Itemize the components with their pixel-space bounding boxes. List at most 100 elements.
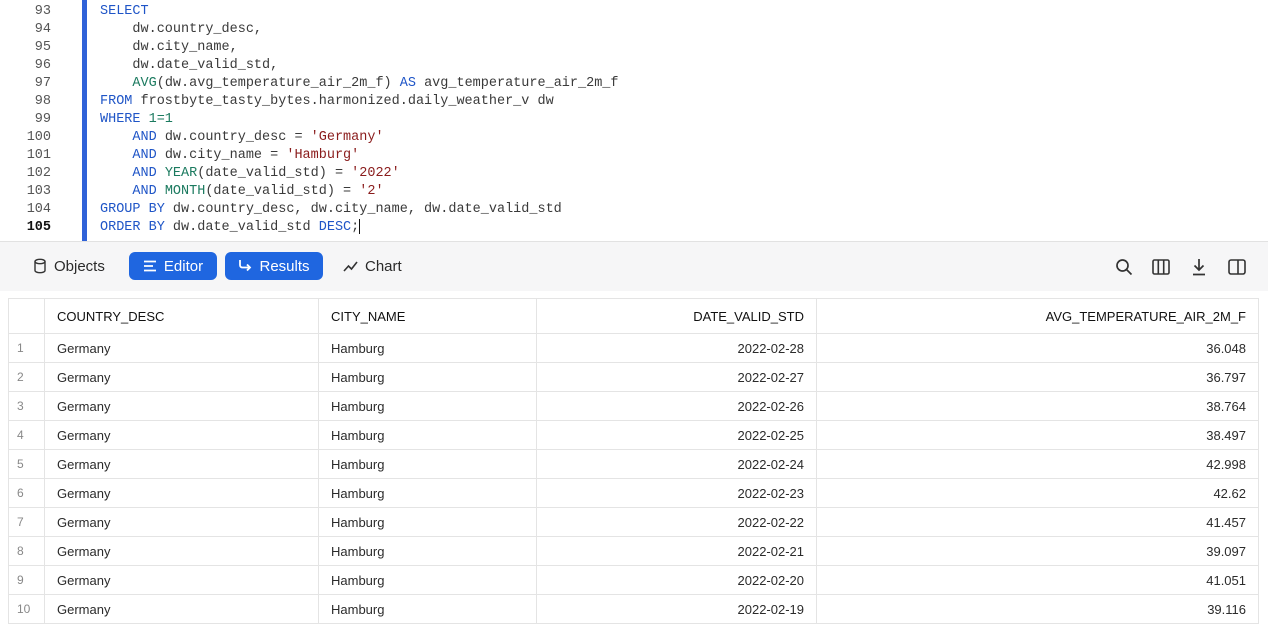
table-cell: 39.116: [816, 594, 1259, 624]
line-number: 95: [34, 40, 51, 55]
row-number: 8: [8, 536, 45, 566]
code-token: '2': [359, 184, 384, 199]
row-number: 9: [8, 565, 45, 595]
table-cell: Germany: [44, 391, 319, 421]
table-cell: Hamburg: [318, 420, 537, 450]
code-token: AS: [399, 76, 416, 91]
table-row: 9 Germany Hamburg 2022-02-20 41.051: [8, 565, 1259, 595]
code-text: SELECT: [100, 3, 149, 21]
column-header: AVG_TEMPERATURE_AIR_2M_F: [816, 298, 1259, 334]
code-token: YEAR: [164, 166, 198, 181]
code-token: ORDER BY: [100, 220, 165, 236]
code-token: 1=1: [148, 112, 173, 127]
table-cell: 38.497: [816, 420, 1259, 450]
code-token: (dw.avg_temperature_air_2m_f): [156, 76, 400, 91]
code-token: WHERE: [100, 112, 149, 127]
code-text: dw.city_name,: [100, 39, 237, 57]
code-token: (date_valid_std) =: [205, 184, 360, 199]
tab-label: Editor: [163, 257, 204, 275]
code-token: GROUP BY: [100, 202, 165, 217]
table-row: 4 Germany Hamburg 2022-02-25 38.497: [8, 420, 1259, 450]
table-cell: Hamburg: [318, 478, 537, 508]
code-token: AND: [100, 184, 165, 199]
columns-button[interactable]: [1152, 258, 1170, 276]
search-button[interactable]: [1115, 258, 1133, 276]
code-token: SELECT: [100, 4, 149, 19]
code-text: WHERE 1=1: [100, 111, 173, 129]
table-row: 1 Germany Hamburg 2022-02-28 36.048: [8, 333, 1259, 363]
table-cell: 39.097: [816, 536, 1259, 566]
row-number: 3: [8, 391, 45, 421]
code-token: dw.date_valid_std: [164, 220, 319, 236]
code-token: AND: [100, 166, 165, 181]
code-token: avg_temperature_air_2m_f: [415, 76, 619, 91]
table-cell: 2022-02-28: [536, 333, 817, 363]
table-row: 7 Germany Hamburg 2022-02-22 41.457: [8, 507, 1259, 537]
code-token: AND: [100, 130, 157, 145]
code-token: MONTH: [164, 184, 206, 199]
code-text: AND dw.city_name = 'Hamburg': [100, 147, 359, 165]
line-number: 105: [26, 220, 51, 235]
objects-icon: [34, 258, 46, 274]
tab-label: Chart: [365, 257, 402, 275]
row-number: 10: [8, 594, 45, 624]
table-cell: 2022-02-24: [536, 449, 817, 479]
table-cell: 41.051: [816, 565, 1259, 595]
table-cell: 36.048: [816, 333, 1259, 363]
code-text: ORDER BY dw.date_valid_std DESC;: [100, 219, 361, 237]
column-header: CITY_NAME: [318, 298, 537, 334]
table-cell: Hamburg: [318, 391, 537, 421]
code-editor[interactable]: 93 SELECT 94 dw.country_desc, 95 dw.city_na…: [0, 0, 1268, 241]
code-token: 'Germany': [310, 130, 384, 145]
table-row: 3 Germany Hamburg 2022-02-26 38.764: [8, 391, 1259, 421]
toolbar: Objects Editor Results Chart: [0, 241, 1268, 291]
column-header: COUNTRY_DESC: [44, 298, 319, 334]
results-table: COUNTRY_DESC CITY_NAME DATE_VALID_STD AVG_T…: [8, 298, 1259, 624]
row-number: 4: [8, 420, 45, 450]
code-token: dw.city_name =: [156, 148, 287, 163]
download-button[interactable]: [1190, 258, 1208, 276]
code-text: AND dw.country_desc = 'Germany': [100, 129, 384, 147]
table-cell: Hamburg: [318, 362, 537, 392]
code-text: AND MONTH(date_valid_std) = '2': [100, 183, 384, 201]
table-cell: 41.457: [816, 507, 1259, 537]
table-row: 5 Germany Hamburg 2022-02-24 42.998: [8, 449, 1259, 479]
table-cell: 2022-02-27: [536, 362, 817, 392]
code-token: dw.country_desc =: [156, 130, 311, 145]
editor-tab[interactable]: Editor: [129, 252, 217, 280]
panel-button[interactable]: [1228, 258, 1246, 276]
row-number: 7: [8, 507, 45, 537]
selection-bar: [82, 0, 87, 241]
table-cell: 2022-02-19: [536, 594, 817, 624]
table-row: 8 Germany Hamburg 2022-02-21 39.097: [8, 536, 1259, 566]
line-number: 93: [34, 4, 51, 19]
chart-tab[interactable]: Chart: [343, 252, 402, 280]
table-cell: 38.764: [816, 391, 1259, 421]
table-cell: 42.62: [816, 478, 1259, 508]
code-token: dw.country_desc,: [100, 22, 263, 37]
row-number: 2: [8, 362, 45, 392]
table-row: 2 Germany Hamburg 2022-02-27 36.797: [8, 362, 1259, 392]
table-cell: Germany: [44, 507, 319, 537]
table-cell: 2022-02-25: [536, 420, 817, 450]
table-cell: Germany: [44, 420, 319, 450]
chart-icon: [343, 261, 358, 272]
code-text: AND YEAR(date_valid_std) = '2022': [100, 165, 400, 183]
table-cell: Germany: [44, 536, 319, 566]
objects-tab[interactable]: Objects: [33, 252, 111, 280]
code-token: '2022': [351, 166, 400, 181]
code-token: dw.date_valid_std,: [100, 58, 279, 73]
results-tab[interactable]: Results: [225, 252, 323, 280]
table-cell: Germany: [44, 362, 319, 392]
tab-label: Objects: [54, 257, 105, 275]
row-number: 6: [8, 478, 45, 508]
line-number: 100: [26, 130, 51, 145]
line-number: 94: [34, 22, 51, 37]
table-row: 10 Germany Hamburg 2022-02-19 39.116: [8, 594, 1259, 624]
text-cursor: [359, 219, 361, 234]
row-number: 1: [8, 333, 45, 363]
code-text: AVG(dw.avg_temperature_air_2m_f) AS avg_…: [100, 75, 619, 93]
table-cell: Germany: [44, 594, 319, 624]
table-cell: Hamburg: [318, 333, 537, 363]
